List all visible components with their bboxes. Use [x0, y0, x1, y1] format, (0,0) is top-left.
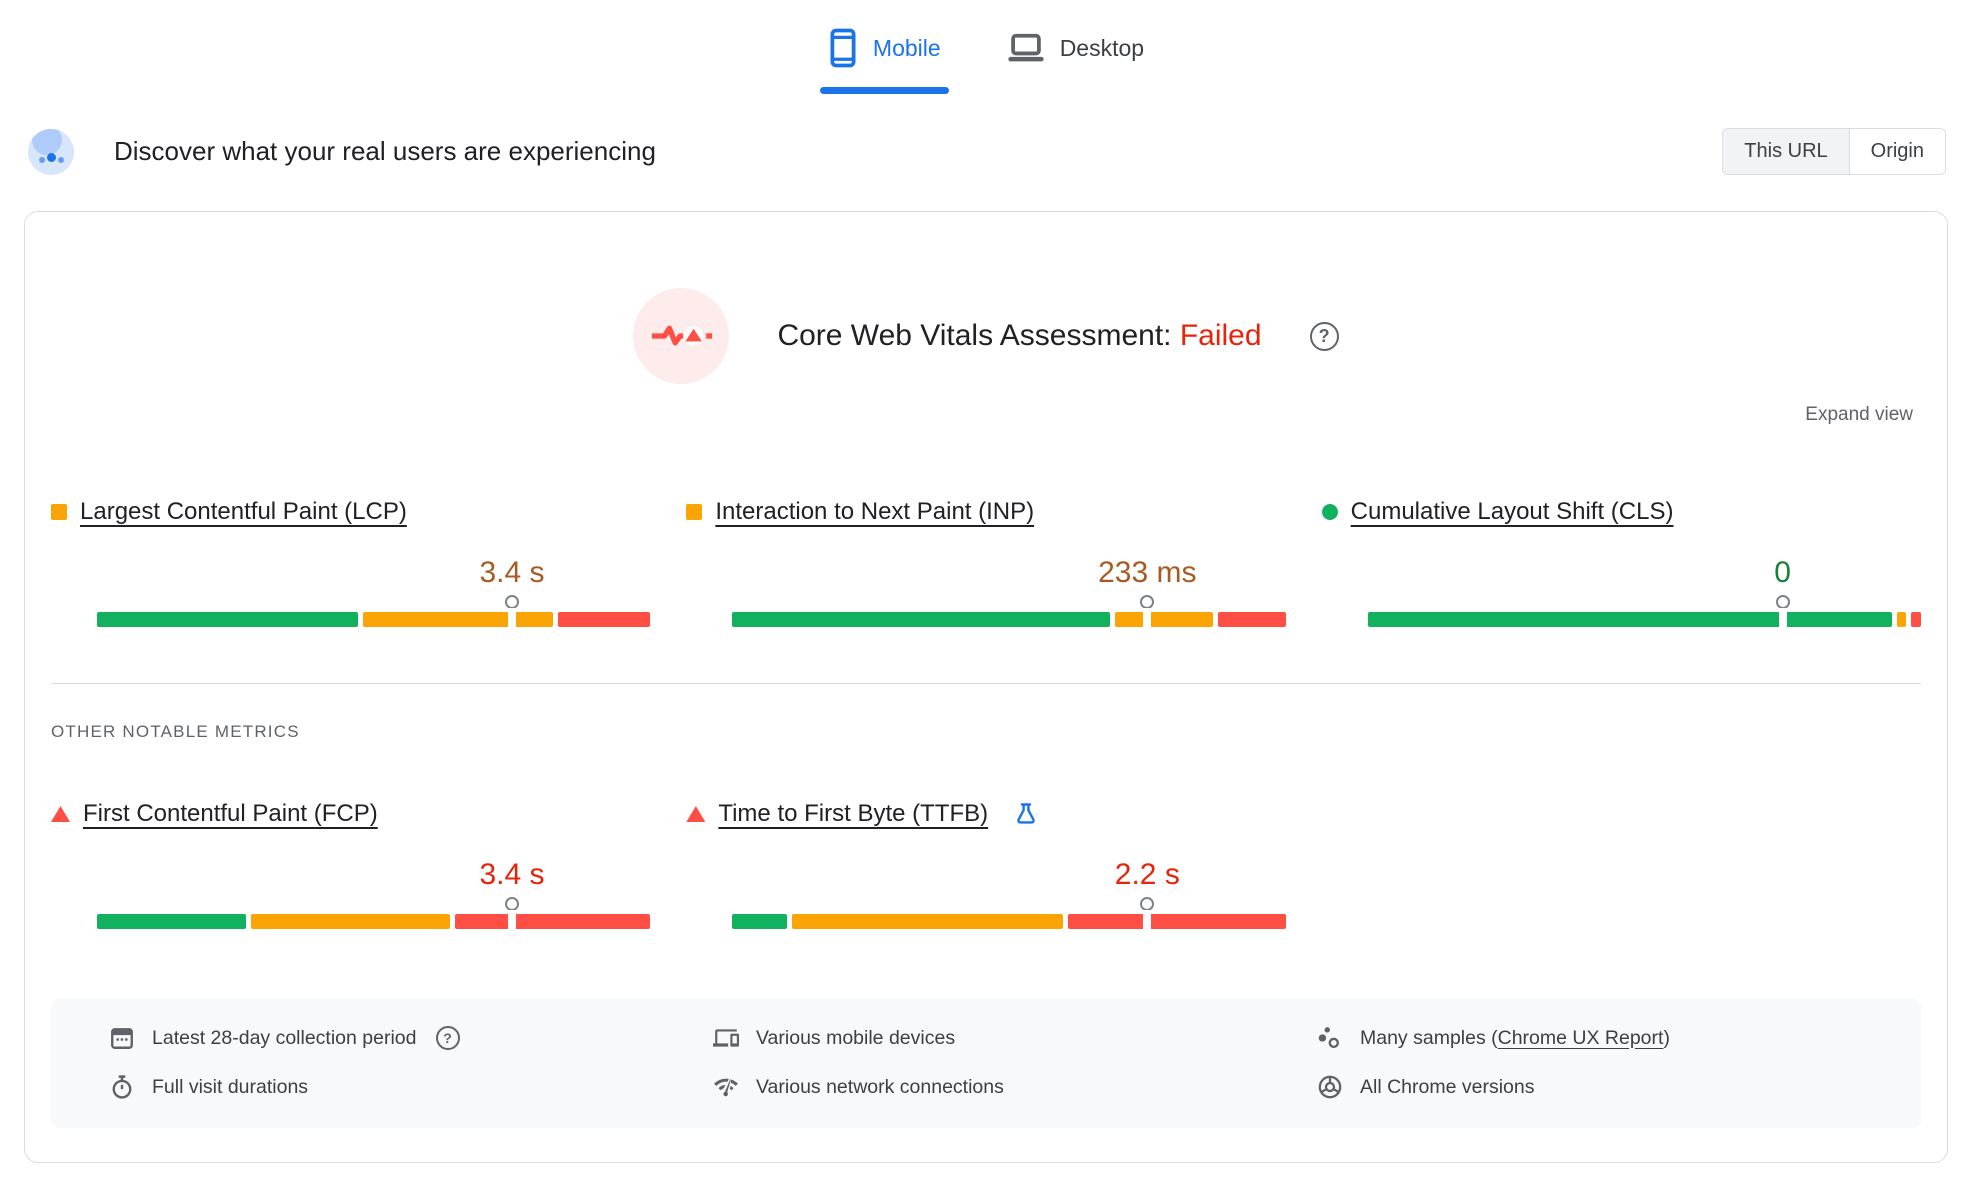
tab-desktop[interactable]: Desktop	[999, 16, 1152, 94]
lcp-ni-segment	[362, 612, 553, 627]
fcp-label-link[interactable]: First Contentful Paint (FCP)	[83, 800, 378, 827]
lcp-good-segment	[97, 612, 358, 627]
cls-status-bullet	[1321, 504, 1338, 520]
chrome-ux-report-link[interactable]: Chrome UX Report	[1497, 1026, 1664, 1049]
stopwatch-icon	[109, 1074, 135, 1100]
visit-durations-item: Full visit durations	[109, 1074, 713, 1100]
cls-distribution-bar	[1367, 595, 1921, 630]
devices-item: Various mobile devices	[713, 1025, 1317, 1051]
cls-good-segment	[1367, 612, 1892, 627]
field-data-card: Core Web Vitals Assessment: Failed ? Exp…	[24, 211, 1948, 1163]
samples-item: Many samples (Chrome UX Report)	[1317, 1025, 1921, 1051]
lcp-value: 3.4 s	[479, 556, 545, 589]
ttfb-ni-segment	[791, 914, 1064, 929]
fcp-poor-segment	[454, 914, 651, 929]
core-web-vitals-row: Largest Contentful Paint (LCP) 3.4 s Int…	[51, 498, 1921, 630]
field-data-header: Discover what your real users are experi…	[28, 128, 1946, 175]
metric-fcp: First Contentful Paint (FCP) 3.4 s	[51, 800, 651, 932]
samples-scatter-icon	[1317, 1025, 1343, 1051]
other-metrics-heading: OTHER NOTABLE METRICS	[51, 722, 300, 741]
assessment-failed-icon	[633, 288, 730, 384]
field-data-icon	[28, 128, 74, 175]
assessment-title-text: Core Web Vitals Assessment:	[777, 319, 1172, 352]
other-metrics-row: First Contentful Paint (FCP) 3.4 s Time …	[51, 800, 1921, 932]
lcp-label-link[interactable]: Largest Contentful Paint (LCP)	[80, 498, 407, 525]
fcp-good-segment	[97, 914, 247, 929]
devices-text: Various mobile devices	[756, 1026, 956, 1049]
experimental-flask-icon	[1015, 802, 1037, 826]
cls-value: 0	[1774, 556, 1791, 589]
ttfb-status-bullet	[686, 806, 706, 822]
lcp-distribution-bar	[97, 595, 651, 630]
visit-durations-text: Full visit durations	[152, 1075, 309, 1098]
assessment-help-icon[interactable]: ?	[1309, 321, 1339, 351]
fcp-p75-marker	[504, 897, 519, 932]
laptop-icon	[1007, 33, 1045, 63]
chrome-versions-text: All Chrome versions	[1360, 1075, 1535, 1098]
device-tabs: Mobile Desktop	[0, 0, 1972, 94]
lcp-status-bullet	[51, 504, 67, 520]
network-check-icon	[713, 1074, 739, 1100]
tab-mobile[interactable]: Mobile	[819, 16, 949, 94]
inp-distribution-bar	[732, 595, 1286, 630]
inp-good-segment	[732, 612, 1110, 627]
origin-button[interactable]: Origin	[1849, 129, 1945, 174]
metric-inp: Interaction to Next Paint (INP) 233 ms	[686, 498, 1286, 630]
collection-period-item: Latest 28-day collection period ?	[109, 1025, 713, 1051]
tab-mobile-label: Mobile	[872, 34, 941, 61]
inp-status-bullet	[686, 504, 703, 520]
fcp-status-bullet	[51, 806, 70, 822]
samples-prefix: Many samples (	[1360, 1026, 1498, 1049]
assessment-title: Core Web Vitals Assessment: Failed	[777, 319, 1261, 353]
fcp-distribution-bar	[97, 897, 651, 932]
cls-label-link[interactable]: Cumulative Layout Shift (CLS)	[1350, 498, 1674, 525]
devices-icon	[713, 1025, 739, 1051]
lcp-p75-marker	[504, 595, 519, 630]
cls-poor-segment	[1911, 612, 1921, 627]
inp-poor-segment	[1217, 612, 1286, 627]
expand-view-button[interactable]: Expand view	[1805, 404, 1913, 425]
this-url-button[interactable]: This URL	[1723, 129, 1850, 174]
ttfb-distribution-bar	[732, 897, 1286, 932]
lcp-poor-segment	[557, 612, 651, 627]
tab-desktop-label: Desktop	[1059, 34, 1145, 61]
ttfb-value: 2.2 s	[1114, 858, 1180, 891]
active-tab-underline	[819, 87, 949, 94]
cwv-assessment: Core Web Vitals Assessment: Failed ?	[51, 288, 1921, 384]
fcp-ni-segment	[251, 914, 450, 929]
ttfb-good-segment	[732, 914, 787, 929]
chrome-icon	[1317, 1074, 1343, 1100]
data-collection-footer: Latest 28-day collection period ? Full v…	[51, 999, 1921, 1128]
chrome-versions-item: All Chrome versions	[1317, 1074, 1921, 1100]
ttfb-poor-segment	[1068, 914, 1286, 929]
inp-value: 233 ms	[1098, 556, 1197, 589]
network-item: Various network connections	[713, 1074, 1317, 1100]
section-divider	[51, 683, 1921, 684]
samples-text: Many samples (Chrome UX Report)	[1360, 1027, 1670, 1050]
scope-toggle: This URL Origin	[1722, 128, 1946, 175]
assessment-status: Failed	[1179, 319, 1262, 352]
network-text: Various network connections	[756, 1075, 1004, 1098]
smartphone-icon	[828, 28, 858, 68]
ttfb-p75-marker	[1140, 897, 1155, 932]
collection-period-text: Latest 28-day collection period	[152, 1026, 417, 1049]
collection-period-help-icon[interactable]: ?	[435, 1026, 460, 1050]
inp-ni-segment	[1114, 612, 1213, 627]
samples-suffix: )	[1663, 1026, 1670, 1049]
page-title: Discover what your real users are experi…	[114, 136, 656, 166]
fcp-value: 3.4 s	[479, 858, 545, 891]
metric-lcp: Largest Contentful Paint (LCP) 3.4 s	[51, 498, 651, 630]
inp-p75-marker	[1140, 595, 1155, 630]
ttfb-label-link[interactable]: Time to First Byte (TTFB)	[718, 800, 989, 827]
cls-ni-segment	[1896, 612, 1907, 627]
calendar-icon	[109, 1025, 135, 1051]
metric-ttfb: Time to First Byte (TTFB) 2.2 s	[686, 800, 1286, 932]
cls-p75-marker	[1775, 595, 1790, 630]
inp-label-link[interactable]: Interaction to Next Paint (INP)	[715, 498, 1035, 525]
metric-cls: Cumulative Layout Shift (CLS) 0	[1321, 498, 1921, 630]
